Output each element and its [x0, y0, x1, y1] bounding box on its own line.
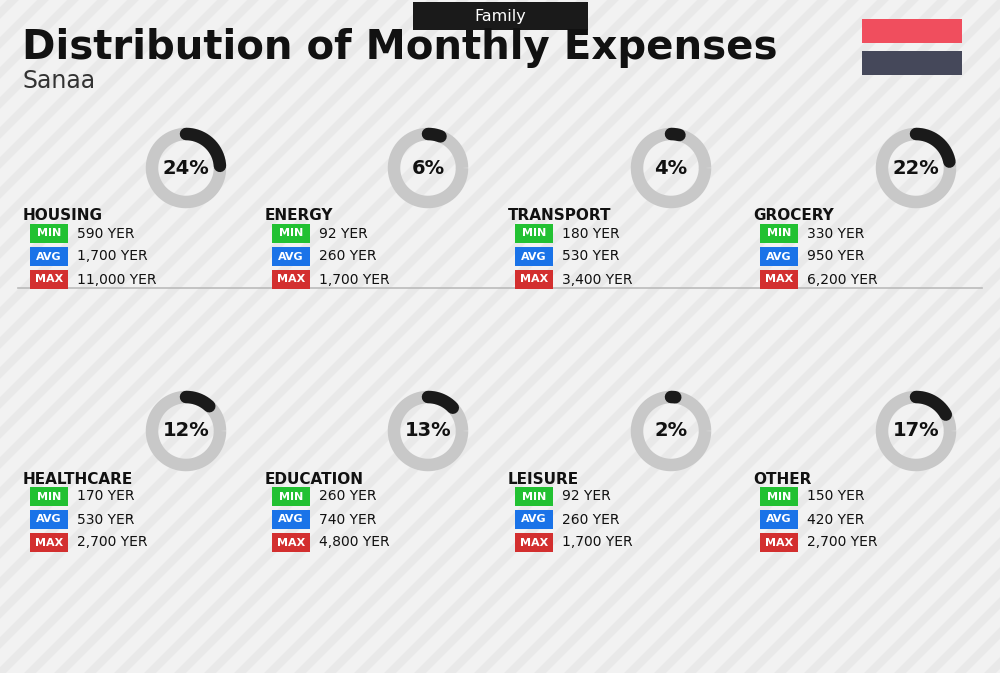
FancyBboxPatch shape — [515, 270, 553, 289]
FancyBboxPatch shape — [272, 247, 310, 266]
Text: 170 YER: 170 YER — [77, 489, 134, 503]
FancyBboxPatch shape — [272, 224, 310, 243]
FancyBboxPatch shape — [515, 247, 553, 266]
Text: EDUCATION: EDUCATION — [265, 472, 364, 487]
Text: MIN: MIN — [37, 491, 61, 501]
FancyBboxPatch shape — [515, 533, 553, 552]
Text: AVG: AVG — [766, 252, 792, 262]
FancyBboxPatch shape — [30, 247, 68, 266]
Text: 150 YER: 150 YER — [807, 489, 864, 503]
FancyBboxPatch shape — [515, 224, 553, 243]
FancyBboxPatch shape — [760, 510, 798, 529]
Text: 260 YER: 260 YER — [562, 513, 620, 526]
FancyBboxPatch shape — [272, 510, 310, 529]
Text: 2,700 YER: 2,700 YER — [77, 536, 148, 549]
Text: 260 YER: 260 YER — [319, 250, 376, 264]
FancyBboxPatch shape — [30, 270, 68, 289]
Text: 260 YER: 260 YER — [319, 489, 376, 503]
Text: 530 YER: 530 YER — [562, 250, 619, 264]
Text: 3,400 YER: 3,400 YER — [562, 273, 633, 287]
FancyBboxPatch shape — [272, 487, 310, 506]
FancyBboxPatch shape — [760, 270, 798, 289]
Text: HEALTHCARE: HEALTHCARE — [23, 472, 133, 487]
Text: AVG: AVG — [278, 514, 304, 524]
Text: AVG: AVG — [521, 252, 547, 262]
Text: MAX: MAX — [35, 275, 63, 285]
Text: 1,700 YER: 1,700 YER — [562, 536, 633, 549]
Text: 590 YER: 590 YER — [77, 227, 134, 240]
Text: 92 YER: 92 YER — [562, 489, 611, 503]
FancyBboxPatch shape — [30, 224, 68, 243]
FancyBboxPatch shape — [862, 19, 962, 43]
FancyBboxPatch shape — [760, 224, 798, 243]
FancyBboxPatch shape — [413, 2, 588, 30]
FancyBboxPatch shape — [30, 487, 68, 506]
Text: 2%: 2% — [654, 421, 688, 441]
Text: Sanaa: Sanaa — [22, 69, 95, 93]
Text: 1,700 YER: 1,700 YER — [319, 273, 390, 287]
Text: 530 YER: 530 YER — [77, 513, 134, 526]
Text: ENERGY: ENERGY — [265, 209, 334, 223]
Text: 420 YER: 420 YER — [807, 513, 864, 526]
FancyBboxPatch shape — [862, 51, 962, 75]
Text: HOUSING: HOUSING — [23, 209, 103, 223]
FancyBboxPatch shape — [760, 247, 798, 266]
Text: 330 YER: 330 YER — [807, 227, 864, 240]
Text: OTHER: OTHER — [753, 472, 811, 487]
Text: MIN: MIN — [37, 229, 61, 238]
Text: 22%: 22% — [893, 159, 939, 178]
Text: 12%: 12% — [163, 421, 209, 441]
Text: 17%: 17% — [893, 421, 939, 441]
Text: MIN: MIN — [279, 491, 303, 501]
Text: 92 YER: 92 YER — [319, 227, 368, 240]
Text: 24%: 24% — [163, 159, 209, 178]
FancyBboxPatch shape — [760, 487, 798, 506]
Text: 2,700 YER: 2,700 YER — [807, 536, 878, 549]
Text: MAX: MAX — [277, 538, 305, 548]
Text: AVG: AVG — [36, 514, 62, 524]
Text: MAX: MAX — [765, 538, 793, 548]
FancyBboxPatch shape — [515, 510, 553, 529]
Text: 1,700 YER: 1,700 YER — [77, 250, 148, 264]
Text: MAX: MAX — [520, 538, 548, 548]
Text: MIN: MIN — [767, 229, 791, 238]
Text: Distribution of Monthly Expenses: Distribution of Monthly Expenses — [22, 28, 778, 68]
Text: 4,800 YER: 4,800 YER — [319, 536, 390, 549]
Text: MIN: MIN — [522, 229, 546, 238]
Text: MIN: MIN — [522, 491, 546, 501]
Text: 4%: 4% — [654, 159, 688, 178]
Text: AVG: AVG — [766, 514, 792, 524]
Text: MAX: MAX — [520, 275, 548, 285]
Text: 740 YER: 740 YER — [319, 513, 376, 526]
Text: AVG: AVG — [278, 252, 304, 262]
Text: 6%: 6% — [411, 159, 445, 178]
Text: MIN: MIN — [279, 229, 303, 238]
Text: 950 YER: 950 YER — [807, 250, 864, 264]
Text: 6,200 YER: 6,200 YER — [807, 273, 878, 287]
Text: 13%: 13% — [405, 421, 451, 441]
Text: 11,000 YER: 11,000 YER — [77, 273, 156, 287]
FancyBboxPatch shape — [760, 533, 798, 552]
Text: 180 YER: 180 YER — [562, 227, 620, 240]
FancyBboxPatch shape — [272, 270, 310, 289]
FancyBboxPatch shape — [515, 487, 553, 506]
Text: MAX: MAX — [35, 538, 63, 548]
Text: TRANSPORT: TRANSPORT — [508, 209, 612, 223]
Text: GROCERY: GROCERY — [753, 209, 834, 223]
Text: AVG: AVG — [36, 252, 62, 262]
FancyBboxPatch shape — [30, 510, 68, 529]
FancyBboxPatch shape — [30, 533, 68, 552]
Text: MIN: MIN — [767, 491, 791, 501]
Text: MAX: MAX — [277, 275, 305, 285]
Text: Family: Family — [474, 9, 526, 24]
FancyBboxPatch shape — [272, 533, 310, 552]
Text: MAX: MAX — [765, 275, 793, 285]
Text: LEISURE: LEISURE — [508, 472, 579, 487]
Text: AVG: AVG — [521, 514, 547, 524]
